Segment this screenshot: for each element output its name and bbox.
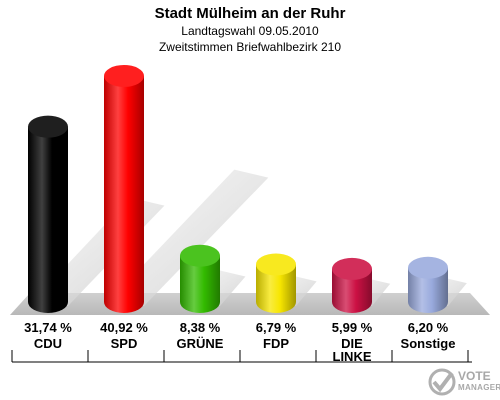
- category-label: DIE LINKE: [314, 337, 390, 363]
- category-label: GRÜNE: [162, 337, 238, 350]
- category-label: Sonstige: [390, 337, 466, 350]
- axis-ticks: [11, 350, 469, 362]
- bar-top: [180, 244, 220, 267]
- value-label: 5,99 %: [331, 320, 373, 335]
- value-label: 31,74 %: [24, 320, 72, 335]
- watermark-line1: VOTE: [458, 369, 491, 383]
- bar-top: [332, 257, 372, 280]
- bars-group: [28, 64, 448, 313]
- category-label: CDU: [10, 337, 86, 350]
- value-label: 6,20 %: [407, 320, 449, 335]
- bar: [256, 264, 296, 313]
- category-label-line: GRÜNE: [176, 336, 224, 351]
- bar-top: [28, 115, 68, 138]
- category-label-line: SPD: [110, 336, 138, 351]
- value-label: 6,79 %: [255, 320, 297, 335]
- bar: [408, 267, 448, 313]
- chart-title: Stadt Mülheim an der Ruhr: [154, 5, 346, 22]
- watermark-line2: MANAGER: [458, 383, 500, 392]
- vote-manager-logo-icon: [428, 368, 456, 396]
- bar: [180, 255, 220, 313]
- value-label: 8,38 %: [179, 320, 221, 335]
- bar: [104, 75, 144, 313]
- category-label-line: LINKE: [332, 349, 372, 364]
- category-label-line: FDP: [263, 336, 289, 351]
- bar-top: [104, 64, 144, 87]
- bar: [28, 126, 68, 313]
- category-label-line: Sonstige: [400, 336, 456, 351]
- bar-top: [256, 253, 296, 276]
- bar: [332, 268, 372, 313]
- category-label: SPD: [86, 337, 162, 350]
- watermark: VOTE MANAGER: [428, 366, 500, 398]
- bar-shadow: [110, 169, 269, 306]
- category-label: FDP: [238, 337, 314, 350]
- category-label-line: DIE: [341, 336, 363, 351]
- bar-shadows: [34, 169, 467, 306]
- chart-subtitle-district: Zweitstimmen Briefwahlbezirk 210: [158, 40, 342, 54]
- bar-top: [408, 256, 448, 279]
- value-label: 40,92 %: [100, 320, 148, 335]
- chart-subtitle-election: Landtagswahl 09.05.2010: [181, 24, 319, 38]
- category-label-line: CDU: [33, 336, 63, 351]
